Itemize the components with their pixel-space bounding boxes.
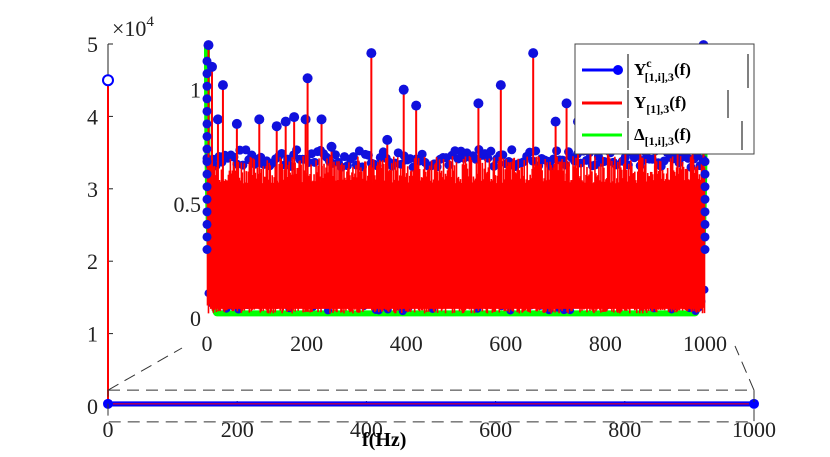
y-tick-label: 0 bbox=[87, 394, 98, 419]
inset-edge-marker bbox=[202, 232, 212, 242]
inset-peak-marker bbox=[231, 118, 242, 129]
inset-peak-marker bbox=[271, 121, 282, 132]
inset-y-tick-label: 0.5 bbox=[174, 192, 202, 217]
inset-peak-marker bbox=[212, 114, 223, 125]
inset-edge-marker bbox=[202, 169, 212, 179]
inset-peak-marker bbox=[289, 112, 300, 123]
inset-yc-marker bbox=[277, 148, 287, 158]
inset-edge-marker bbox=[202, 131, 212, 141]
inset-peak-marker bbox=[254, 114, 265, 125]
inset-edge-marker bbox=[202, 106, 212, 116]
legend-label-y: Y[1],3(f) bbox=[634, 93, 686, 116]
inset-peak-marker bbox=[411, 100, 422, 111]
inset-edge-marker bbox=[202, 69, 212, 79]
exponent-label: ×104 bbox=[112, 14, 154, 41]
inset-edge-marker bbox=[202, 144, 212, 154]
inset-x-tick-label: 800 bbox=[589, 331, 622, 356]
inset-yc-marker bbox=[348, 152, 358, 162]
zoom-connector-right bbox=[734, 345, 755, 391]
inset-edge-marker bbox=[700, 245, 710, 254]
inset-edge-marker bbox=[202, 157, 212, 167]
zoom-box bbox=[107, 389, 755, 423]
inset-edge-marker bbox=[202, 94, 212, 104]
inset-peak-marker bbox=[203, 40, 214, 51]
x-tick-label: 200 bbox=[221, 417, 254, 442]
inset-edge-marker bbox=[700, 232, 710, 242]
y-tick-label: 3 bbox=[87, 177, 98, 202]
inset-peak-marker bbox=[528, 48, 539, 59]
inset-x-tick-label: 200 bbox=[290, 331, 323, 356]
inset-yc-marker bbox=[417, 149, 427, 159]
inset-y-stems bbox=[206, 156, 706, 314]
inset-peak-marker bbox=[302, 73, 313, 84]
zoom-connector-left bbox=[107, 347, 183, 391]
main-tick-labels: 0 200 400 600 800 1000 0 1 2 3 4 5 bbox=[87, 32, 776, 442]
zoom-indicator bbox=[107, 345, 755, 423]
inset-x-tick-label: 600 bbox=[489, 331, 522, 356]
inset-edge-marker bbox=[202, 245, 212, 254]
inset-edge-marker bbox=[202, 182, 212, 192]
legend-entry-delta: Δ[1,i],3(f) bbox=[582, 121, 743, 150]
inset-y-tick-label: 1 bbox=[190, 78, 201, 103]
inset-edge-marker bbox=[202, 119, 212, 129]
legend-entry-yc: Yc [1,i],3(f) bbox=[582, 54, 749, 88]
inset-edge-marker bbox=[700, 169, 710, 179]
inset-peak-marker bbox=[217, 80, 228, 91]
inset-peak-marker bbox=[473, 98, 484, 109]
inset-edge-marker bbox=[202, 81, 212, 91]
inset-x-tick-label: 400 bbox=[390, 331, 423, 356]
x-tick-label: 600 bbox=[479, 417, 512, 442]
legend-entry-y: Y[1],3(f) bbox=[582, 90, 729, 118]
inset-y-fill bbox=[210, 196, 702, 309]
inset-peak-marker bbox=[561, 98, 572, 109]
inset-y-tick-label: 0 bbox=[190, 306, 201, 331]
legend-marker-blue bbox=[613, 65, 623, 75]
main-series-group bbox=[102, 74, 759, 409]
legend-label-delta: Δ[1,i],3(f) bbox=[634, 125, 691, 148]
inset-yc-marker bbox=[241, 145, 251, 155]
inset-edge-marker bbox=[202, 207, 212, 217]
inset-edge-marker bbox=[700, 157, 710, 167]
inset-yc-marker bbox=[330, 150, 340, 160]
inset-peak-marker bbox=[398, 84, 409, 95]
inset-yc-marker bbox=[486, 146, 496, 156]
inset-edge-marker bbox=[700, 219, 710, 229]
inset-x-tick-label: 1000 bbox=[683, 331, 727, 356]
y-tick-label: 4 bbox=[87, 104, 98, 129]
inset-edge-marker bbox=[700, 207, 710, 217]
inset-edge-marker bbox=[700, 194, 710, 204]
series-yc-spike-marker bbox=[102, 74, 114, 87]
series-yc-marker-end bbox=[749, 398, 759, 409]
y-tick-label: 1 bbox=[87, 322, 98, 347]
inset-peak-marker bbox=[382, 134, 393, 145]
inset-peak-marker bbox=[300, 114, 311, 125]
inset-edge-marker bbox=[202, 56, 212, 66]
legend-label-yc: Yc [1,i],3(f) bbox=[634, 56, 691, 84]
x-tick-label: 800 bbox=[608, 417, 641, 442]
inset-peak-marker bbox=[316, 114, 327, 125]
x-tick-label: 0 bbox=[103, 417, 114, 442]
inset-peak-marker bbox=[550, 116, 561, 127]
legend: Yc [1,i],3(f) Y[1],3(f) Δ[1,i],3(f) bbox=[574, 43, 755, 155]
x-tick-label: 400 bbox=[350, 417, 383, 442]
inset-peak-marker bbox=[280, 116, 291, 127]
inset-edge-marker bbox=[202, 219, 212, 229]
inset-yc-marker bbox=[507, 145, 517, 155]
y-tick-label: 2 bbox=[87, 249, 98, 274]
inset-x-tick-label: 0 bbox=[202, 331, 213, 356]
y-tick-label: 5 bbox=[87, 32, 98, 57]
inset-peak-marker bbox=[326, 141, 337, 152]
inset-peak-marker bbox=[366, 48, 377, 59]
inset-edge-marker bbox=[202, 194, 212, 204]
x-tick-label: 1000 bbox=[732, 417, 776, 442]
inset-edge-marker bbox=[700, 182, 710, 192]
inset-peak-marker bbox=[495, 80, 506, 91]
x-axis-label: f(Hz) bbox=[362, 429, 406, 451]
